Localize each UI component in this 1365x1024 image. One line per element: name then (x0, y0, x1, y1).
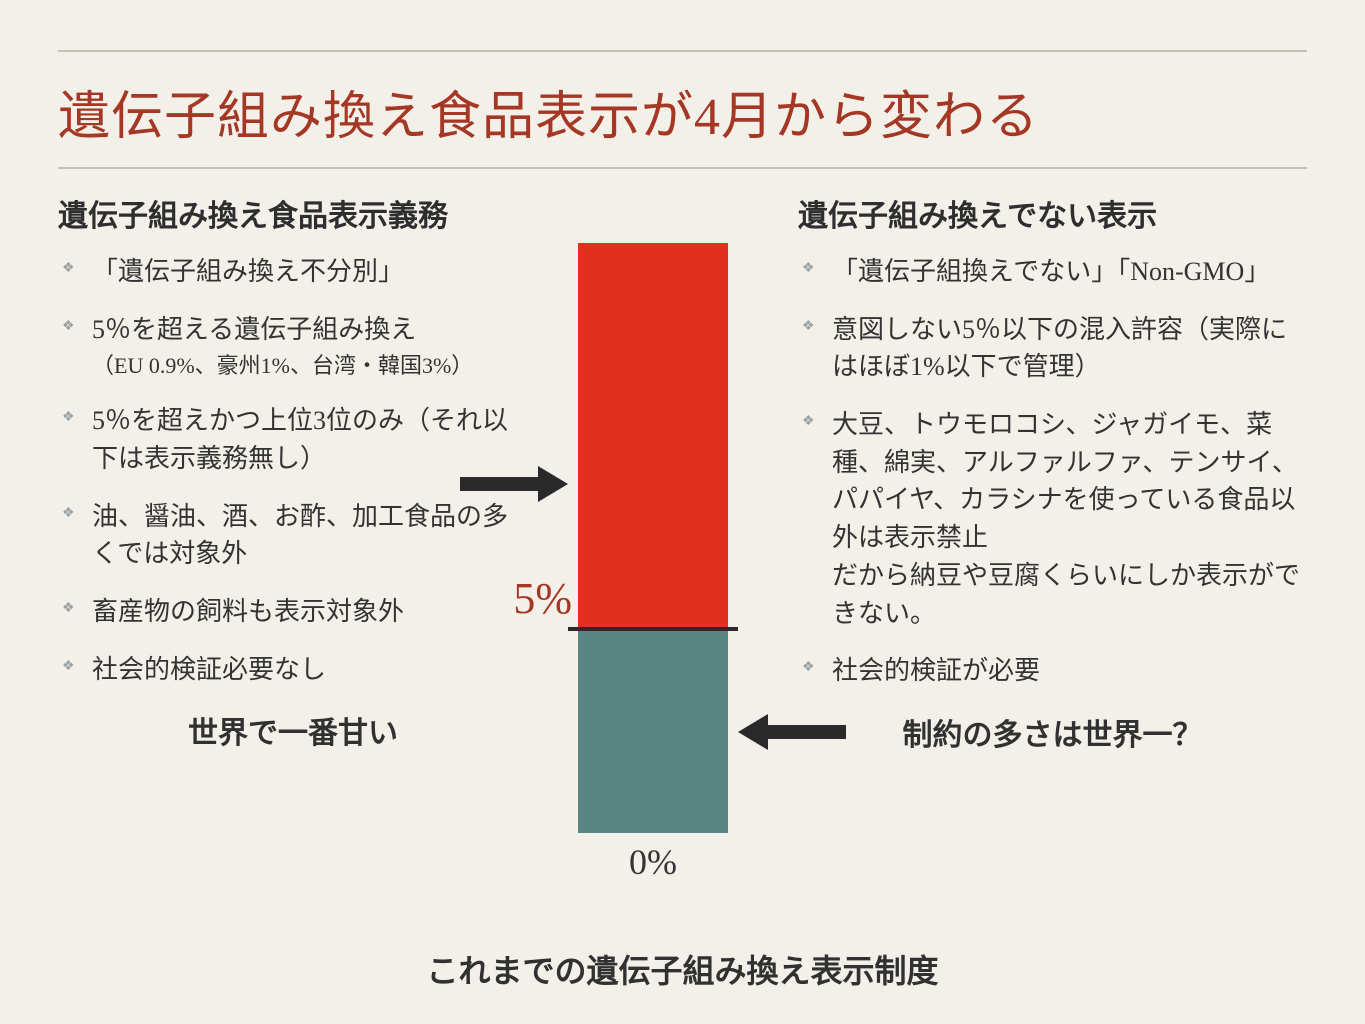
footer-caption: これまでの遺伝子組み換え表示制度 (0, 946, 1365, 992)
rule-under-title (58, 167, 1307, 169)
arrow-shaft (766, 725, 846, 739)
bullet-text: 社会的検証が必要 (832, 656, 1040, 685)
list-item: 5％を超えかつ上位3位のみ（それ以下は表示義務無し） (58, 402, 528, 477)
arrow-head-icon (538, 466, 568, 502)
right-list: 「遺伝子組換えでない」「Non-GMO」 意図しない5％以下の混入許容（実際には… (798, 253, 1307, 690)
arrow-shaft (460, 477, 540, 491)
list-item: 意図しない5％以下の混入許容（実際にはほぼ1%以下で管理） (798, 311, 1307, 386)
left-list: 「遺伝子組み換え不分別」 5％を超える遺伝子組み換え （EU 0.9%、豪州1%… (58, 253, 528, 688)
list-item: 畜産物の飼料も表示対象外 (58, 593, 528, 631)
columns: 遺伝子組み換え食品表示義務 「遺伝子組み換え不分別」 5％を超える遺伝子組み換え… (58, 187, 1307, 754)
list-item: 「遺伝子組換えでない」「Non-GMO」 (798, 253, 1307, 291)
bullet-subnote: （EU 0.9%、豪州1%、台湾・韓国3%） (92, 350, 528, 382)
stacked-bar: 5% 0% (578, 243, 728, 833)
bar-segment-bottom (578, 628, 728, 833)
left-heading: 遺伝子組み換え食品表示義務 (58, 191, 528, 235)
right-heading: 遺伝子組み換えでない表示 (798, 191, 1307, 235)
bullet-text: 5％を超えかつ上位3位のみ（それ以下は表示義務無し） (92, 406, 508, 473)
bullet-text: 大豆、トウモロコシ、ジャガイモ、菜種、綿実、アルファルファ、テンサイ、パパイヤ、… (832, 410, 1300, 627)
left-bottom-tag: 世界で一番甘い (58, 708, 528, 752)
bullet-text: 社会的検証必要なし (92, 655, 326, 684)
list-item: 社会的検証が必要 (798, 652, 1307, 690)
arrow-head-icon (738, 714, 768, 750)
list-item: 油、醤油、酒、お酢、加工食品の多くでは対象外 (58, 498, 528, 573)
bullet-text: 畜産物の飼料も表示対象外 (92, 597, 404, 626)
rule-top (58, 50, 1307, 52)
list-item: 大豆、トウモロコシ、ジャガイモ、菜種、綿実、アルファルファ、テンサイ、パパイヤ、… (798, 406, 1307, 632)
right-column: 遺伝子組み換えでない表示 「遺伝子組換えでない」「Non-GMO」 意図しない5… (778, 187, 1307, 754)
label-0-percent: 0% (629, 841, 677, 883)
arrow-right-icon (460, 475, 570, 493)
bullet-text: 油、醤油、酒、お酢、加工食品の多くでは対象外 (92, 502, 508, 569)
list-item: 5％を超える遺伝子組み換え （EU 0.9%、豪州1%、台湾・韓国3%） (58, 311, 528, 383)
list-item: 「遺伝子組み換え不分別」 (58, 253, 528, 291)
label-5-percent: 5% (513, 573, 572, 624)
center-diagram: 5% 0% (528, 187, 778, 754)
midline (568, 627, 738, 631)
bullet-text: 「遺伝子組み換え不分別」 (92, 257, 404, 286)
bar-segment-top (578, 243, 728, 628)
list-item: 社会的検証必要なし (58, 651, 528, 689)
bullet-text: 意図しない5％以下の混入許容（実際にはほぼ1%以下で管理） (832, 315, 1287, 382)
left-column: 遺伝子組み換え食品表示義務 「遺伝子組み換え不分別」 5％を超える遺伝子組み換え… (58, 187, 528, 754)
bullet-text: 5％を超える遺伝子組み換え (92, 315, 416, 344)
bullet-text: 「遺伝子組換えでない」「Non-GMO」 (832, 257, 1270, 286)
slide: 遺伝子組み換え食品表示が4月から変わる 遺伝子組み換え食品表示義務 「遺伝子組み… (0, 0, 1365, 1024)
right-bottom-tag: 制約の多さは世界一？ (798, 710, 1307, 754)
arrow-left-icon (736, 723, 846, 741)
page-title: 遺伝子組み換え食品表示が4月から変わる (58, 74, 1307, 149)
